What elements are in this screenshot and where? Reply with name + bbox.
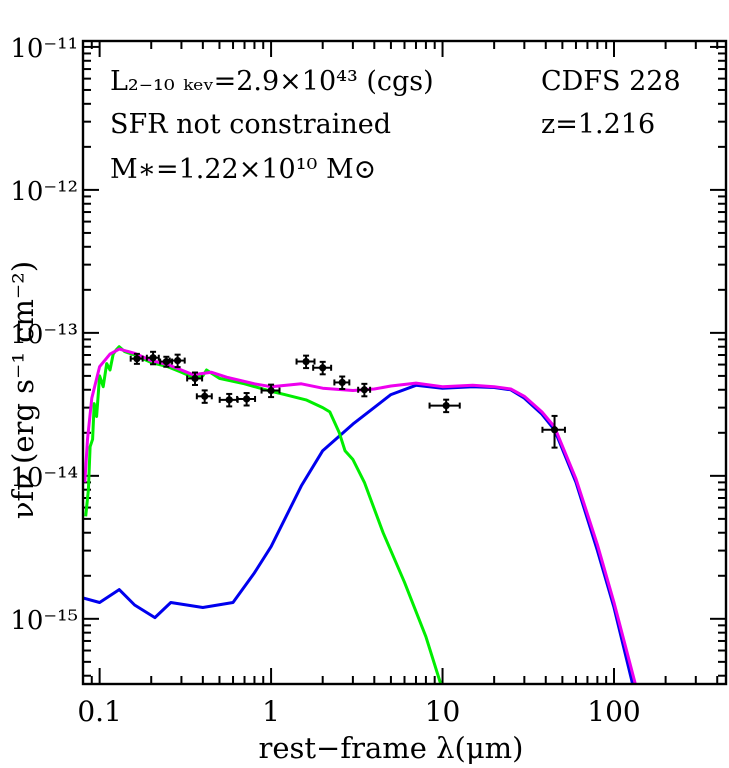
data-point [541, 414, 566, 449]
data-point [145, 350, 160, 366]
y-tick-label: 10⁻¹⁵ [10, 606, 78, 636]
data-point-marker [225, 396, 233, 404]
series-line-stellar [84, 345, 443, 684]
data-point [186, 371, 204, 386]
y-tick-label: 10⁻¹² [10, 177, 78, 207]
data-point [357, 382, 372, 398]
data-point-marker [442, 401, 450, 410]
data-point-marker [162, 357, 170, 366]
data-point-marker [338, 378, 346, 387]
axis-ticks [82, 41, 726, 684]
data-point [428, 398, 461, 414]
data-point-marker [319, 364, 327, 372]
data-point-marker [149, 354, 157, 362]
x-tick-label: 1 [262, 695, 280, 728]
data-point-marker [174, 356, 182, 365]
data-point-marker [133, 355, 141, 363]
data-point [333, 375, 351, 390]
data-point-marker [191, 374, 199, 383]
data-point [236, 392, 257, 407]
data-point-marker [550, 426, 559, 434]
x-tick-label: 0.1 [77, 695, 122, 728]
sfr-annotation: SFR not constrained [110, 109, 391, 140]
x-tick-label: 10 [425, 695, 461, 728]
data-point-marker [201, 392, 209, 400]
tick-labels: 0.1 1 10 100 10⁻¹⁵ 10⁻¹⁴ 10⁻¹³ 10⁻¹² 10⁻¹¹ [10, 34, 640, 728]
y-tick-label: 10⁻¹³ [10, 320, 78, 350]
data-point [195, 389, 213, 404]
data-point [260, 383, 281, 399]
x-tick-label: 100 [587, 695, 640, 728]
luminosity-annotation: L₂₋₁₀ ₖₑᵥ=2.9×10⁴³ (cgs) [110, 66, 434, 97]
plot-frame [81, 39, 728, 686]
data-point [168, 353, 186, 369]
source-name: CDFS 228 [541, 66, 681, 97]
data-point-marker [302, 357, 310, 366]
data-point [312, 360, 333, 376]
redshift-label: z=1.216 [541, 109, 655, 140]
y-tick-label: 10⁻¹⁴ [10, 463, 78, 493]
y-axis-label: νfν (erg s⁻¹ cm⁻²) [6, 261, 40, 519]
stellar-mass-annotation: M∗=1.22×10¹⁰ M⊙ [110, 154, 376, 185]
y-tick-label: 10⁻¹¹ [10, 34, 78, 64]
data-point-marker [243, 395, 251, 403]
x-axis-label: rest−frame λ(μm) [259, 731, 524, 765]
series-line-total [83, 347, 637, 684]
data-point [129, 352, 144, 365]
data-point [295, 354, 316, 370]
data-points-layer [129, 350, 566, 449]
data-point-marker [267, 386, 275, 395]
data-point-marker [360, 386, 368, 394]
